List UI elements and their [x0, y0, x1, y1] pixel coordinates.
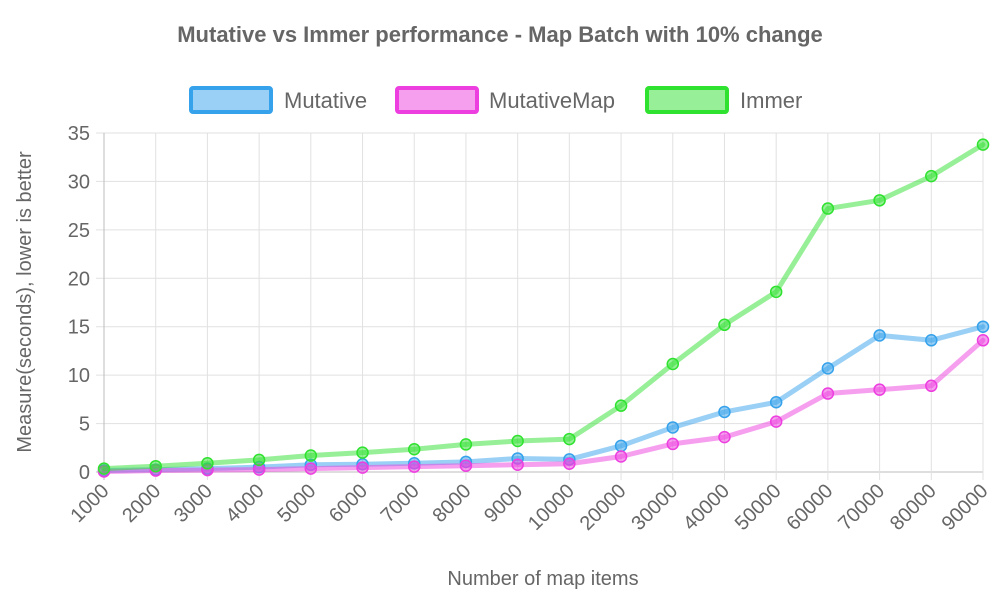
series-mutative — [97, 320, 990, 477]
data-point[interactable] — [925, 334, 938, 347]
x-tick-label: 20000 — [576, 480, 631, 535]
legend-label: Immer — [740, 88, 802, 113]
data-point[interactable] — [511, 458, 524, 471]
data-point[interactable] — [821, 362, 835, 375]
x-tick-label: 5000 — [273, 480, 320, 527]
data-point[interactable] — [252, 453, 266, 467]
data-point[interactable] — [459, 459, 473, 472]
data-point[interactable] — [873, 194, 886, 207]
data-point[interactable] — [925, 169, 938, 183]
x-tick-label: 50000 — [731, 480, 786, 535]
data-point[interactable] — [614, 399, 628, 412]
data-point[interactable] — [821, 202, 835, 215]
legend-swatch — [189, 86, 273, 114]
x-tick-label: 60000 — [783, 480, 838, 535]
x-tick-label: 40000 — [679, 480, 734, 535]
y-tick-label: 15 — [68, 317, 90, 339]
x-tick-label: 10000 — [524, 480, 579, 535]
data-point[interactable] — [769, 415, 783, 428]
y-axis-title: Measure(seconds), lower is better — [14, 151, 36, 453]
series-line — [101, 324, 986, 474]
data-point[interactable] — [976, 320, 990, 333]
data-point[interactable] — [769, 285, 783, 299]
x-tick-label: 9000 — [480, 480, 527, 527]
y-tick-label: 0 — [79, 462, 90, 484]
x-tick-label: 80000 — [886, 480, 941, 535]
series-line — [101, 337, 986, 475]
legend-item-mutativemap[interactable]: MutativeMap — [395, 86, 615, 114]
legend: Mutative MutativeMap Immer — [189, 86, 802, 114]
series-line — [101, 142, 986, 472]
y-tick-label: 10 — [68, 365, 90, 387]
series-mutativemap — [97, 334, 990, 478]
x-axis-ticks: 1000 2000 3000 4000 5000 6000 7000 8000 90001000… — [67, 480, 993, 535]
y-tick-label: 25 — [68, 220, 90, 242]
x-tick-label: 6000 — [325, 480, 372, 527]
data-point[interactable] — [304, 449, 318, 462]
x-tick-label: 30000 — [627, 480, 682, 535]
data-point[interactable] — [925, 379, 938, 393]
data-point[interactable] — [356, 461, 369, 474]
data-point[interactable] — [873, 329, 886, 342]
chart-title: Mutative vs Immer performance - Map Batc… — [177, 22, 823, 47]
data-point[interactable] — [563, 432, 576, 446]
data-point[interactable] — [356, 446, 369, 459]
y-tick-label: 20 — [68, 268, 90, 290]
legend-item-mutative[interactable]: Mutative — [189, 86, 367, 114]
data-point[interactable] — [614, 450, 628, 463]
legend-swatch — [645, 86, 729, 114]
series-layer — [97, 138, 990, 478]
data-point[interactable] — [407, 442, 421, 456]
legend-swatch — [395, 86, 479, 114]
data-point[interactable] — [149, 459, 162, 473]
x-tick-label: 4000 — [222, 480, 269, 527]
x-tick-label: 90000 — [938, 480, 993, 535]
data-point[interactable] — [201, 457, 214, 470]
data-point[interactable] — [718, 318, 731, 332]
data-point[interactable] — [666, 437, 680, 451]
data-point[interactable] — [666, 421, 680, 434]
data-point[interactable] — [407, 460, 421, 473]
data-point[interactable] — [614, 439, 628, 453]
x-tick-label: 1000 — [67, 480, 114, 527]
legend-item-immer[interactable]: Immer — [645, 86, 802, 114]
x-tick-label: 2000 — [118, 480, 165, 527]
data-point[interactable] — [873, 383, 886, 396]
data-point[interactable] — [511, 434, 524, 448]
x-tick-label: 7000 — [377, 480, 424, 527]
data-point[interactable] — [97, 462, 111, 475]
data-point[interactable] — [718, 405, 731, 419]
x-tick-label: 3000 — [170, 480, 217, 527]
series-immer — [97, 138, 990, 475]
legend-label: MutativeMap — [489, 88, 615, 113]
data-point[interactable] — [563, 457, 576, 471]
data-point[interactable] — [459, 438, 473, 451]
data-point[interactable] — [976, 334, 990, 347]
data-point[interactable] — [769, 396, 783, 409]
legend-label: Mutative — [284, 88, 367, 113]
data-point[interactable] — [976, 138, 990, 151]
data-point[interactable] — [304, 462, 318, 475]
y-tick-label: 35 — [68, 123, 90, 145]
y-axis-ticks: 0 5 10 15 20 25 30 35 — [68, 123, 90, 484]
x-axis-title: Number of map items — [447, 568, 638, 590]
y-tick-label: 5 — [79, 414, 90, 436]
x-tick-label: 8000 — [428, 480, 475, 527]
data-point[interactable] — [718, 430, 731, 444]
x-tick-label: 70000 — [834, 480, 889, 535]
y-tick-label: 30 — [68, 171, 90, 193]
data-point[interactable] — [666, 357, 680, 371]
grid-lines — [96, 132, 984, 480]
data-point[interactable] — [821, 387, 835, 400]
